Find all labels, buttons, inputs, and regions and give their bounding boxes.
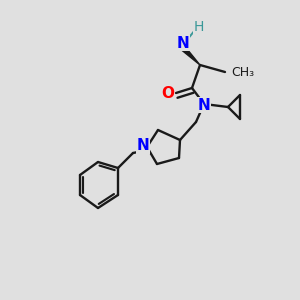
Text: N: N xyxy=(177,35,189,50)
Text: CH₃: CH₃ xyxy=(231,65,254,79)
Text: N: N xyxy=(136,139,149,154)
Text: N: N xyxy=(198,98,210,112)
Polygon shape xyxy=(181,46,200,65)
Text: H: H xyxy=(194,20,204,34)
Text: O: O xyxy=(161,85,175,100)
